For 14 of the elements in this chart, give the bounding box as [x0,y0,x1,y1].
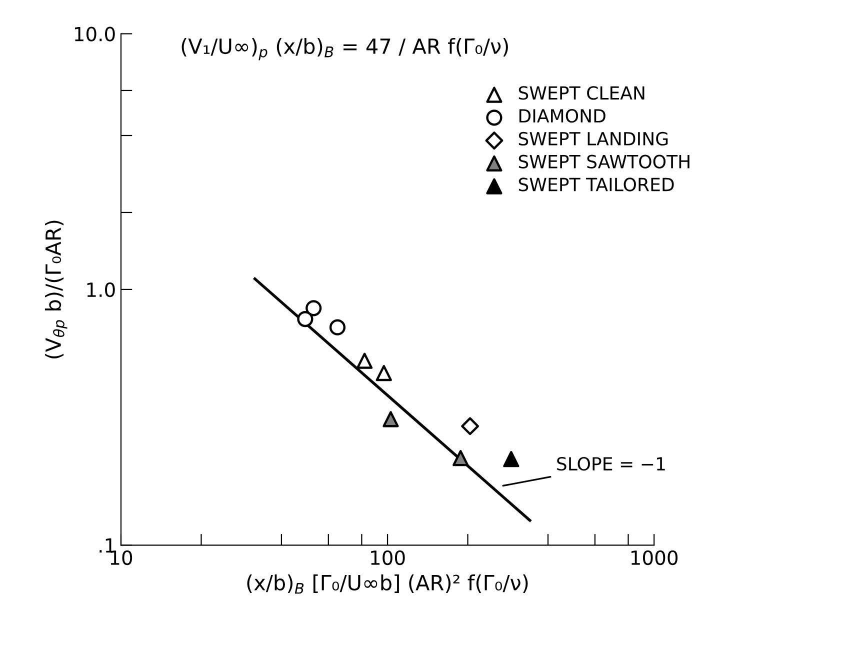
y-axis-title: (V$_{θp}$ b)/(Γ₀AR) [44,220,68,358]
legend-label: SWEPT LANDING [518,132,668,146]
annotation: SLOPE = −1 [557,456,665,471]
legend-label: SWEPT TAILORED [518,178,674,192]
legend-label: SWEPT SAWTOOTH [518,154,690,168]
y-tick-label: 10.0 [74,26,115,42]
chart-title: (V₁/U∞)$_{p}$ (x/b)$_{B}$ = 47 / AR f(Γ₀/ν) [182,38,508,60]
x-tick-label: 100 [371,550,405,566]
legend-label: SWEPT CLEAN [518,86,644,100]
y-tick-label: 1.0 [87,282,115,298]
legend-label: DIAMOND [519,109,606,123]
x-tick-label: 10 [110,550,132,566]
x-axis-title: (x/b)$_{B}$ [Γ₀/U∞b] (AR)² f(Γ₀/ν) [247,574,528,594]
x-tick-label: 1000 [631,550,678,566]
